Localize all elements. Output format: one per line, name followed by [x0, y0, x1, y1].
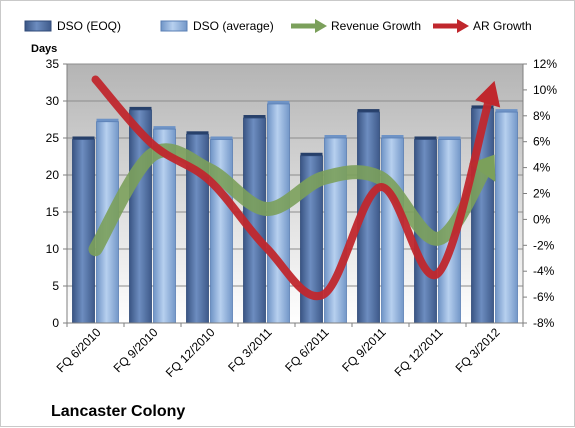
bar-cap [471, 105, 494, 109]
y-tick-label: 25 [46, 131, 60, 145]
y-tick-label: 10 [46, 242, 60, 256]
x-tick-label: FQ 3/2012 [453, 325, 503, 375]
y-tick-label: 30 [46, 94, 60, 108]
x-tick-label: FQ 12/2010 [163, 325, 218, 380]
x-tick-label: FQ 3/2011 [225, 325, 275, 375]
arrowhead-revenue-growth [468, 154, 496, 182]
legend-swatch-dso-average- [160, 20, 188, 32]
bar-cap [153, 126, 176, 130]
arrowhead-ar-growth [475, 80, 501, 108]
y2-tick-label: 10% [533, 83, 557, 97]
bar-cap [438, 136, 461, 140]
y-tick-label: 5 [52, 279, 59, 293]
bar-dso-average- [495, 111, 518, 324]
bar-cap [210, 136, 233, 140]
x-tick-label: FQ 9/2010 [111, 325, 161, 375]
x-tick-label: FQ 12/2011 [392, 325, 446, 379]
y2-tick-label: 8% [533, 109, 551, 123]
y-tick-label: 35 [46, 57, 60, 71]
legend-label-dso-eoq-: DSO (EOQ) [57, 19, 121, 33]
x-tick-label: FQ 6/2011 [282, 325, 332, 375]
bar-cap [324, 135, 347, 138]
series-line-ar-growth [91, 75, 494, 301]
y-tick-label: 15 [46, 205, 60, 219]
y2-tick-label: 2% [533, 187, 551, 201]
y2-tick-label: 12% [533, 57, 557, 71]
bar-cap [381, 135, 404, 138]
bar-cap [129, 106, 152, 110]
x-tick-label: FQ 9/2011 [339, 325, 389, 375]
y2-tick-label: 4% [533, 161, 551, 175]
y2-tick-label: 6% [533, 135, 551, 149]
bar-cap [357, 109, 380, 113]
legend-swatch-dso-eoq- [24, 20, 52, 32]
legend: DSO (EOQ) DSO (average) Revenue Growth AR G… [24, 19, 532, 33]
bar-cap [300, 152, 323, 156]
legend-label-dso-average-: DSO (average) [193, 19, 274, 33]
chart-title: Lancaster Colony [51, 403, 185, 420]
bar-cap [267, 100, 290, 104]
bar-cap [495, 109, 518, 113]
bar-dso-eoq- [72, 139, 95, 324]
bar-cap [186, 131, 209, 135]
legend-arrow-revenue-growth [315, 19, 327, 33]
y2-tick-label: 0% [533, 212, 551, 226]
bar-cap [243, 115, 266, 119]
bar-dso-average- [381, 137, 404, 324]
y2-tick-label: -2% [533, 238, 555, 252]
x-tick-label: FQ 6/2010 [54, 325, 104, 375]
y-axis-title: Days [31, 43, 57, 55]
y2-tick-label: -4% [533, 264, 555, 278]
bar-cap [72, 136, 95, 140]
y-tick-label: 0 [52, 316, 59, 330]
bar-cap [414, 136, 437, 140]
legend-label-ar-growth: AR Growth [473, 19, 532, 33]
y-tick-label: 20 [46, 168, 60, 182]
legend-label-revenue-growth: Revenue Growth [331, 19, 421, 33]
bar-cap [96, 118, 119, 122]
series-line-revenue-growth [88, 143, 493, 257]
y2-tick-label: -6% [533, 290, 555, 304]
legend-arrow-ar-growth [457, 19, 469, 33]
y2-tick-label: -8% [533, 316, 555, 330]
